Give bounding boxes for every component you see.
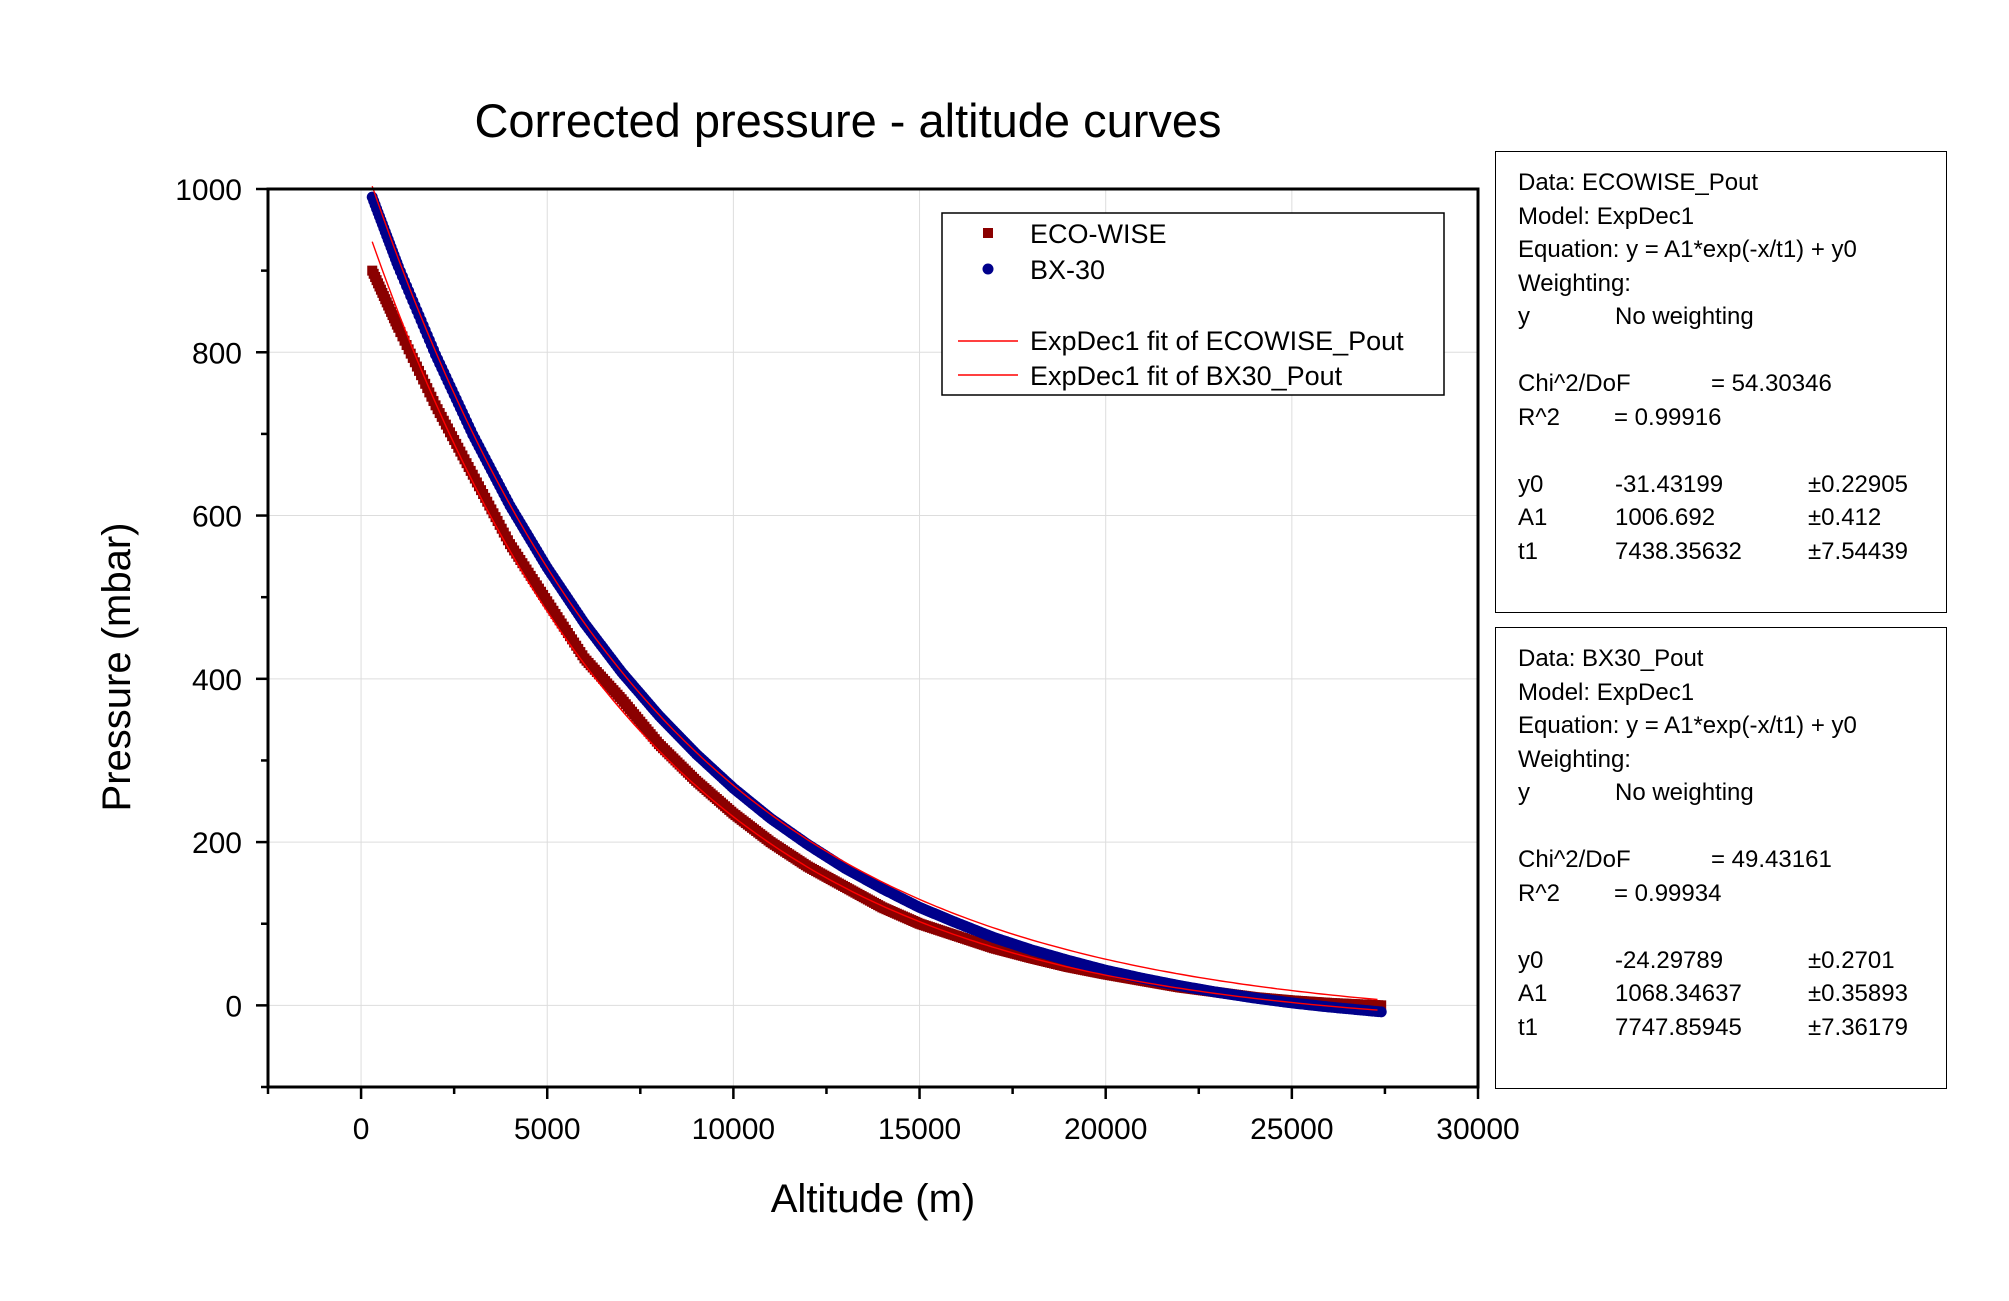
param-name: A1 — [1518, 980, 1548, 1007]
y-tick-label: 800 — [192, 337, 242, 370]
param-error: ±0.412 — [1808, 504, 1882, 531]
param-name: t1 — [1518, 537, 1539, 565]
fit-weight-var: y — [1518, 303, 1530, 330]
y-tick-label: 200 — [192, 827, 242, 860]
legend-label-bx-fit: ExpDec1 fit of BX30_Pout — [1030, 361, 1343, 391]
x-tick-label: 20000 — [1064, 1113, 1147, 1146]
legend-box — [941, 212, 1445, 396]
fit-r2-value: = 0.99916 — [1614, 403, 1722, 431]
x-tick-label: 0 — [353, 1113, 370, 1146]
x-tick-label: 10000 — [692, 1113, 775, 1146]
param-name: y0 — [1518, 946, 1544, 974]
param-error: ±0.35893 — [1808, 980, 1908, 1007]
param-value: -24.29789 — [1615, 946, 1724, 974]
x-tick-label: 5000 — [514, 1113, 581, 1146]
fit-r2-label: R^2 — [1518, 403, 1560, 431]
bx-30-legend-marker — [982, 263, 994, 275]
fit-chi-value: = 54.30346 — [1711, 370, 1832, 397]
legend-label-eco-fit: ExpDec1 fit of ECOWISE_Pout — [1030, 326, 1404, 356]
ecowise-fit-curve — [371, 241, 1378, 1011]
param-value: 7438.35632 — [1615, 537, 1742, 565]
fit-chi-value: = 49.43161 — [1711, 846, 1832, 873]
fit-data-name: Data: BX30_Pout — [1518, 645, 1704, 672]
eco-wise-legend-marker — [983, 228, 993, 238]
legend: ECO-WISE BX-30 ExpDec1 fit of ECOWISE_Po… — [941, 212, 1445, 396]
fit-model: Model: ExpDec1 — [1518, 202, 1695, 230]
fit-curves — [371, 185, 1378, 1011]
param-name: A1 — [1518, 504, 1548, 531]
param-error: ±0.2701 — [1808, 946, 1895, 974]
param-name: y0 — [1518, 470, 1544, 498]
bx-30-point — [1375, 1006, 1387, 1018]
x-tick-label: 30000 — [1436, 1113, 1519, 1146]
fit-report-ecowise: Data: ECOWISE_Pout Model: ExpDec1 Equati… — [1495, 151, 1947, 613]
fit-r2-label: R^2 — [1518, 879, 1560, 907]
eco-wise-point — [1376, 1000, 1387, 1011]
y-tick-label: 1000 — [175, 174, 242, 207]
param-error: ±7.36179 — [1808, 1013, 1908, 1041]
fit-weight-var: y — [1518, 779, 1530, 806]
param-value: 1068.34637 — [1615, 980, 1742, 1007]
y-tick-label: 600 — [192, 501, 242, 534]
x-tick-label: 15000 — [878, 1113, 961, 1146]
x-axis-label: Altitude (m) — [771, 1177, 976, 1221]
param-value: 7747.85945 — [1615, 1013, 1742, 1041]
param-name: t1 — [1518, 1013, 1539, 1041]
fit-chi-label: Chi^2/DoF — [1518, 370, 1631, 397]
param-error: ±0.22905 — [1808, 470, 1908, 498]
x-tick-label: 25000 — [1250, 1113, 1333, 1146]
legend-label-bx-30: BX-30 — [1030, 255, 1105, 285]
x-axis-ticks: 0 5000 10000 15000 20000 25000 30000 — [266, 1087, 1520, 1146]
y-tick-label: 400 — [192, 664, 242, 697]
bx30-fit-curve — [371, 185, 1378, 1001]
fit-equation: Equation: y = A1*exp(-x/t1) + y0 — [1518, 712, 1857, 739]
y-tick-label: 0 — [225, 990, 242, 1023]
fit-weight-value: No weighting — [1615, 779, 1754, 806]
param-value: -31.43199 — [1615, 470, 1724, 498]
param-error: ±7.54439 — [1808, 537, 1908, 565]
fit-r2-value: = 0.99934 — [1614, 879, 1722, 907]
fit-model: Model: ExpDec1 — [1518, 678, 1695, 706]
chart-title: Corrected pressure - altitude curves — [474, 94, 1221, 147]
param-value: 1006.692 — [1615, 504, 1716, 531]
plot-frame — [266, 187, 1480, 1089]
grid-lines — [268, 188, 1479, 1087]
y-axis-ticks: 0 200 400 600 800 1000 — [175, 174, 268, 1089]
fit-chi-label: Chi^2/DoF — [1518, 846, 1631, 873]
fit-data-name: Data: ECOWISE_Pout — [1518, 169, 1759, 196]
fit-equation: Equation: y = A1*exp(-x/t1) + y0 — [1518, 236, 1857, 263]
y-axis-label: Pressure (mbar) — [95, 523, 139, 812]
fit-weight-value: No weighting — [1615, 303, 1754, 330]
fit-weighting: Weighting: — [1518, 269, 1631, 297]
legend-label-eco-wise: ECO-WISE — [1030, 219, 1167, 249]
fit-report-bx30: Data: BX30_Pout Model: ExpDec1 Equation:… — [1495, 627, 1947, 1089]
fit-weighting: Weighting: — [1518, 745, 1631, 773]
